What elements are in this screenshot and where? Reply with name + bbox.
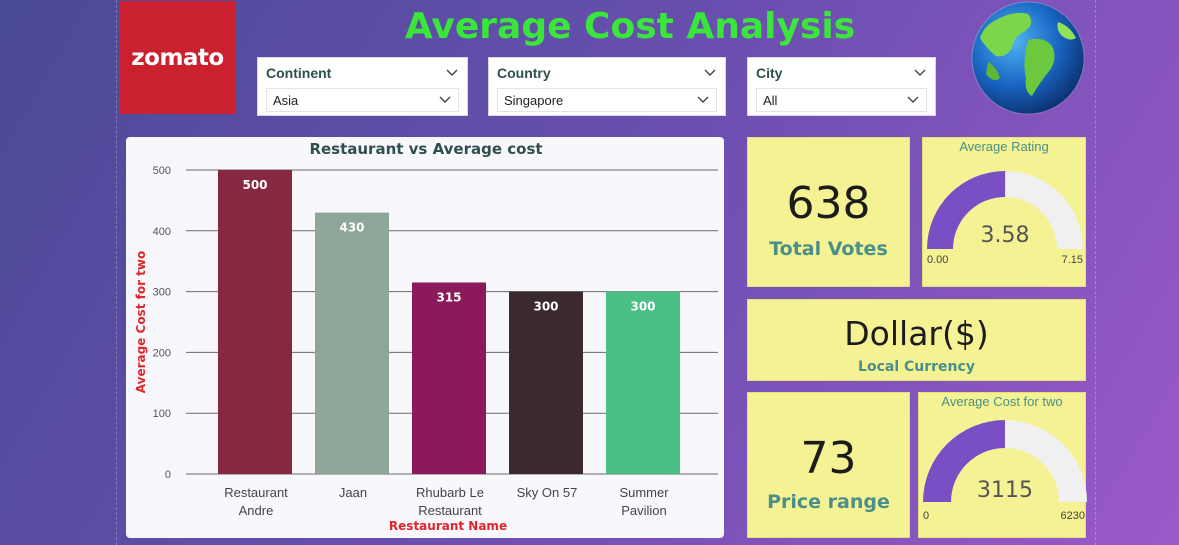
zomato-logo: zomato	[120, 1, 235, 114]
y-tick-label: 0	[165, 469, 171, 481]
gauge-fill	[927, 171, 1006, 249]
y-tick-label: 100	[153, 408, 171, 420]
x-tick-label: Andre	[239, 503, 274, 518]
local-currency-value: Dollar($)	[844, 314, 989, 353]
country-select[interactable]: Singapore	[497, 88, 717, 112]
city-filter-label: City	[756, 65, 783, 81]
country-filter[interactable]: Country Singapore	[488, 57, 726, 116]
y-tick-label: 400	[153, 226, 171, 238]
gauge-max-label: 7.15	[1062, 254, 1083, 266]
chevron-down-icon[interactable]	[906, 93, 920, 107]
chevron-down-icon[interactable]	[445, 66, 459, 80]
y-axis-title: Average Cost for two	[134, 251, 148, 393]
continent-filter[interactable]: Continent Asia	[257, 57, 468, 116]
x-tick-label: Restaurant	[418, 503, 482, 518]
bar[interactable]	[412, 282, 486, 474]
continent-selected-value: Asia	[273, 92, 299, 108]
guide-line-left	[116, 0, 117, 545]
x-tick-label: Restaurant	[224, 485, 288, 500]
bar[interactable]	[218, 170, 292, 474]
bar-chart: Restaurant vs Average cost 0 100 200 300 400 5…	[134, 140, 718, 533]
city-filter[interactable]: City All	[747, 57, 936, 116]
continent-filter-label: Continent	[266, 65, 332, 81]
local-currency-card: Dollar($) Local Currency	[747, 299, 1086, 381]
bar-data-label: 500	[242, 178, 267, 192]
x-tick-label: Jaan	[339, 485, 367, 500]
guide-line-right	[1095, 0, 1096, 545]
country-selected-value: Singapore	[504, 92, 564, 108]
chevron-down-icon[interactable]	[696, 93, 710, 107]
bar-data-label: 430	[339, 221, 364, 235]
y-tick-label: 200	[153, 347, 171, 359]
average-cost-gauge-card: Average Cost for two 3115 0 6230	[918, 392, 1087, 538]
average-rating-gauge: 3.58 0.00 7.15	[927, 171, 1083, 266]
chevron-down-icon[interactable]	[913, 66, 927, 80]
total-votes-value: 638	[786, 178, 871, 229]
continent-select[interactable]: Asia	[266, 88, 459, 112]
price-range-value: 73	[800, 433, 857, 484]
average-rating-gauge-card: Average Rating 3.58 0.00 7.15	[922, 137, 1086, 287]
logo-text: zomato	[131, 44, 224, 71]
chevron-down-icon[interactable]	[703, 66, 717, 80]
x-tick-label: Summer	[619, 485, 669, 500]
city-selected-value: All	[763, 92, 778, 108]
x-axis-title: Restaurant Name	[389, 519, 507, 533]
bar[interactable]	[315, 212, 389, 474]
bar-data-label: 315	[436, 290, 461, 304]
total-votes-card: 638 Total Votes	[747, 137, 910, 287]
bar[interactable]	[606, 291, 680, 474]
globe-icon	[971, 1, 1085, 115]
bar[interactable]	[509, 291, 583, 474]
y-tick-label: 300	[153, 287, 171, 299]
x-tick-label: Pavilion	[621, 503, 667, 518]
bar-chart-card: Restaurant vs Average cost 0 100 200 300 400 5…	[126, 137, 724, 538]
page-title: Average Cost Analysis	[404, 6, 856, 47]
gauge-value: 3115	[977, 478, 1033, 503]
gauge-min-label: 0	[923, 510, 929, 522]
gauge-value: 3.58	[981, 223, 1030, 248]
chart-title: Restaurant vs Average cost	[309, 140, 542, 158]
city-select[interactable]: All	[756, 88, 927, 112]
price-range-card: 73 Price range	[747, 392, 910, 538]
gauge-fill	[923, 420, 1005, 502]
country-filter-label: Country	[497, 65, 551, 81]
chevron-down-icon[interactable]	[438, 93, 452, 107]
bar-data-label: 300	[630, 300, 655, 314]
average-rating-gauge-title: Average Rating	[959, 139, 1049, 154]
x-tick-label: Rhubarb Le	[416, 485, 484, 500]
price-range-label: Price range	[767, 491, 890, 513]
local-currency-label: Local Currency	[858, 359, 975, 375]
x-tick-label: Sky On 57	[517, 485, 578, 500]
total-votes-label: Total Votes	[769, 238, 888, 260]
average-cost-gauge-title: Average Cost for two	[941, 394, 1063, 409]
gauge-max-label: 6230	[1061, 510, 1085, 522]
bar-data-label: 300	[533, 300, 558, 314]
y-tick-label: 500	[153, 165, 171, 177]
gauge-min-label: 0.00	[927, 254, 948, 266]
average-cost-gauge: 3115 0 6230	[923, 420, 1087, 522]
